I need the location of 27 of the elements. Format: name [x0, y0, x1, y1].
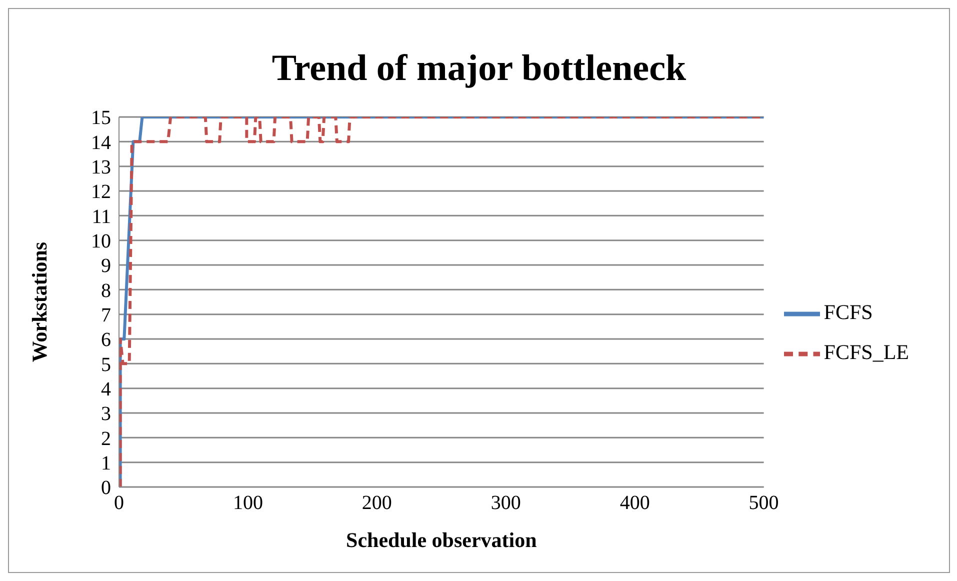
x-axis-title: Schedule observation	[346, 528, 538, 552]
y-tick-label: 10	[91, 230, 111, 252]
y-tick-label: 8	[101, 280, 111, 302]
legend-label: FCFS_LE	[824, 340, 909, 364]
y-tick-label: 1	[101, 452, 111, 474]
chart-title: Trend of major bottleneck	[270, 47, 688, 91]
x-tick-label: 100	[232, 492, 263, 514]
y-tick-label: 14	[91, 132, 111, 154]
x-tick-label: 400	[620, 492, 650, 514]
y-tick-label: 12	[91, 181, 111, 204]
y-tick-label: 13	[91, 156, 111, 178]
x-tick-label: 300	[490, 492, 521, 514]
y-axis-title: Workstations	[27, 242, 52, 362]
y-tick-label: 2	[101, 428, 111, 450]
x-tick-label: 200	[362, 492, 392, 514]
y-tick-label: 9	[101, 255, 111, 278]
y-tick-label: 6	[101, 329, 111, 352]
x-tick-label: 500	[748, 492, 779, 514]
y-tick-label: 3	[101, 403, 111, 426]
y-tick-label: 0	[101, 477, 111, 500]
y-tick-label: 7	[101, 304, 111, 326]
y-tick-label: 11	[92, 206, 111, 228]
legend-label: FCFS	[824, 300, 873, 324]
line-series	[119, 117, 764, 487]
y-tick-label: 4	[101, 378, 111, 400]
y-tick-label: 15	[91, 107, 111, 130]
y-tick-label: 5	[101, 354, 111, 376]
